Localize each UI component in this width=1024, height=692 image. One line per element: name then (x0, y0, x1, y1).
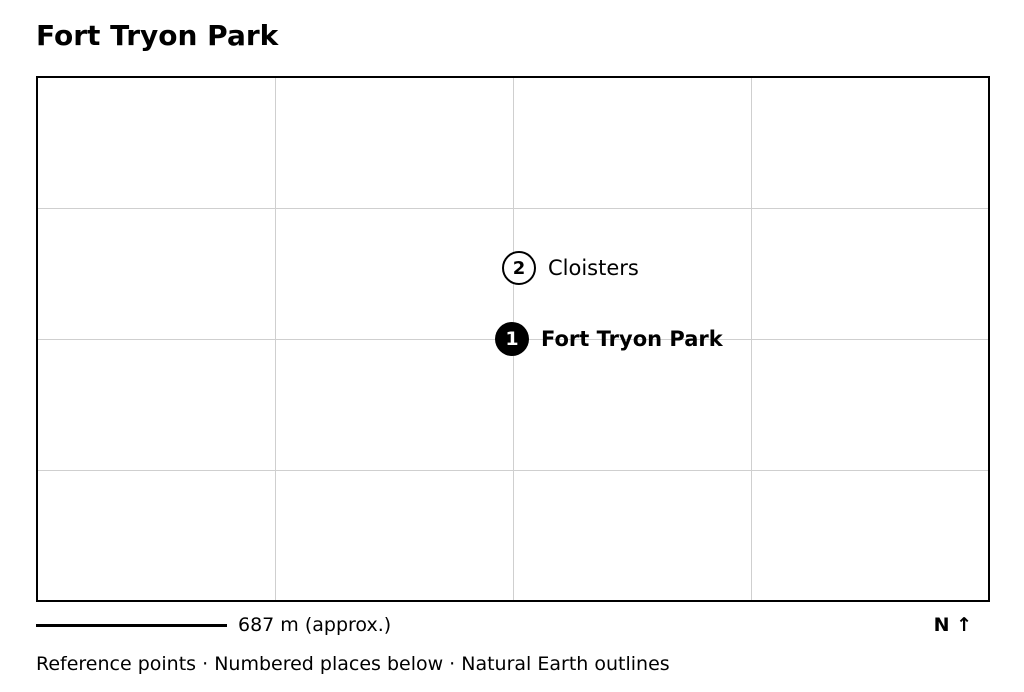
scale-bar (36, 624, 227, 627)
place-marker-2[interactable]: 2 (502, 251, 536, 285)
grid-line-horizontal (38, 470, 988, 471)
place-label-fort-tryon-park: Fort Tryon Park (541, 327, 723, 351)
map-canvas[interactable]: 2 Cloisters 1 Fort Tryon Park (36, 76, 990, 602)
map-title: Fort Tryon Park (36, 19, 279, 52)
place-marker-1[interactable]: 1 (495, 322, 529, 356)
scale-label: 687 m (approx.) (238, 614, 392, 636)
north-arrow-indicator: N ↑ (933, 614, 972, 636)
grid-line-horizontal (38, 208, 988, 209)
place-label-cloisters: Cloisters (548, 256, 639, 280)
map-caption: Reference points · Numbered places below… (36, 653, 670, 675)
